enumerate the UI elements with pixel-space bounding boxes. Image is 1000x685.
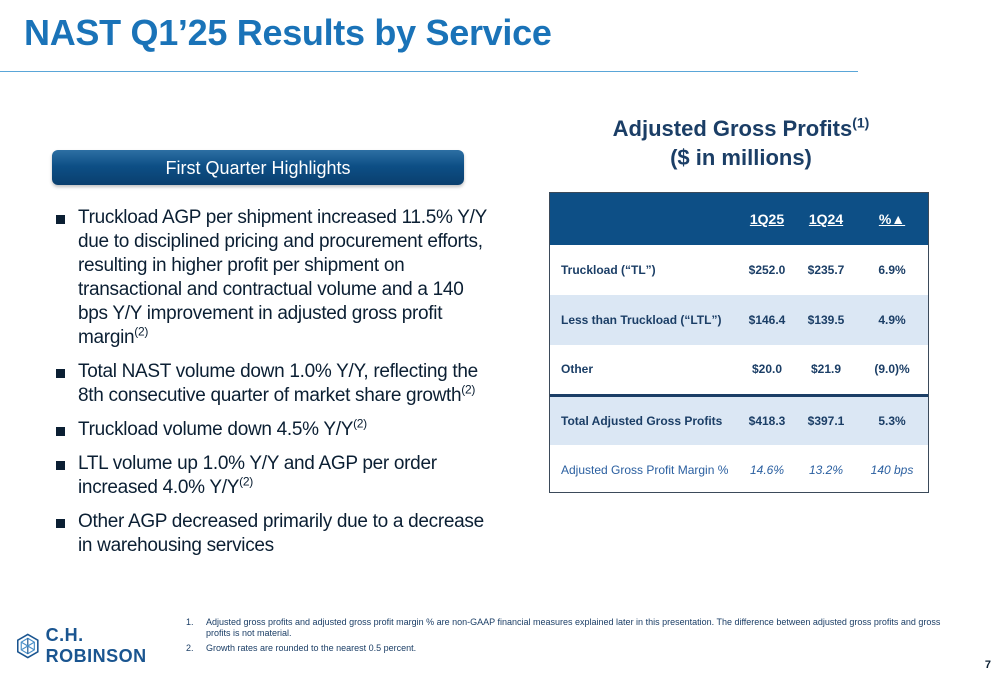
margin-row: Adjusted Gross Profit Margin % 14.6% 13.… [550, 445, 928, 495]
footnote-ref: (2) [239, 474, 253, 489]
table-row: Other $20.0 $21.9 (9.0)% [550, 345, 928, 395]
highlights-list: Truckload AGP per shipment increased 11.… [56, 206, 496, 568]
row-label: Less than Truckload (“LTL”) [561, 313, 722, 327]
square-bullet-icon [56, 461, 65, 470]
highlight-item: Total NAST volume down 1.0% Y/Y, reflect… [56, 360, 496, 408]
footnotes: 1. Adjusted gross profits and adjusted gr… [186, 617, 946, 658]
cell-1q24: 13.2% [808, 463, 844, 477]
table-row: Less than Truckload (“LTL”) $146.4 $139.… [550, 295, 928, 345]
footnote-ref: (1) [852, 114, 870, 131]
page-number: 7 [984, 659, 991, 671]
agp-table-container: 1Q25 1Q24 %▲ Truckload (“TL”) $252.0 $23… [549, 192, 929, 493]
column-header: 1Q25 [749, 211, 785, 227]
cell-1q24: $235.7 [807, 263, 845, 277]
total-row: Total Adjusted Gross Profits $418.3 $397… [550, 395, 928, 445]
cell-change: 140 bps [870, 463, 914, 477]
company-logo: C.H. ROBINSON [17, 625, 157, 666]
footnote-ref: (2) [353, 416, 367, 431]
footnote-ref: (2) [134, 324, 149, 339]
footnote-number: 2. [186, 643, 194, 653]
row-label: Total Adjusted Gross Profits [561, 413, 723, 428]
cell-change: 4.9% [878, 313, 906, 327]
slide-title: NAST Q1’25 Results by Service [24, 12, 552, 53]
cell-1q25: $20.0 [751, 362, 783, 377]
title-divider [0, 71, 858, 72]
cell-1q24: $397.1 [807, 413, 845, 428]
column-header: %▲ [878, 211, 906, 227]
chrobinson-hexagon-icon [17, 633, 39, 659]
square-bullet-icon [56, 215, 65, 224]
column-header: 1Q24 [808, 211, 844, 227]
row-label: Adjusted Gross Profit Margin % [561, 463, 729, 477]
table-header-row: 1Q25 1Q24 %▲ [550, 193, 928, 245]
highlight-text: Other AGP decreased primarily due to a d… [78, 511, 484, 556]
highlight-text: Total NAST volume down 1.0% Y/Y, reflect… [78, 361, 478, 406]
highlight-text: Truckload volume down 4.5% Y/Y [78, 419, 354, 440]
highlight-text: LTL volume up 1.0% Y/Y and AGP per order… [78, 453, 437, 498]
table-title-text: Adjusted Gross Profits [612, 116, 853, 141]
cell-change: 6.9% [878, 263, 906, 277]
square-bullet-icon [56, 519, 65, 528]
agp-table: 1Q25 1Q24 %▲ Truckload (“TL”) $252.0 $23… [550, 193, 928, 495]
highlight-text: Truckload AGP per shipment increased 11.… [78, 207, 487, 348]
table-row: Truckload (“TL”) $252.0 $235.7 6.9% [550, 245, 928, 295]
footnote-number: 1. [186, 617, 194, 627]
square-bullet-icon [56, 427, 65, 436]
cell-1q25: 14.6% [749, 463, 785, 477]
highlight-item: Other AGP decreased primarily due to a d… [56, 510, 496, 558]
footnote-ref: (2) [461, 382, 476, 397]
cell-1q24: $21.9 [810, 362, 842, 377]
column-header [550, 193, 738, 245]
footnote-text: Adjusted gross profits and adjusted gros… [206, 617, 941, 638]
highlight-item: Truckload AGP per shipment increased 11.… [56, 206, 496, 350]
footnote-text: Growth rates are rounded to the nearest … [206, 643, 417, 653]
table-subtitle: ($ in millions) [670, 145, 812, 170]
row-label: Truckload (“TL”) [561, 263, 656, 277]
footnote: 2. Growth rates are rounded to the neares… [186, 643, 946, 654]
footnote: 1. Adjusted gross profits and adjusted gr… [186, 617, 946, 639]
cell-1q25: $252.0 [748, 263, 786, 277]
cell-1q25: $418.3 [748, 413, 786, 428]
cell-1q24: $139.5 [807, 313, 845, 327]
highlight-item: Truckload volume down 4.5% Y/Y(2) [56, 418, 496, 442]
row-label: Other [561, 362, 594, 377]
cell-change: 5.3% [878, 413, 906, 428]
logo-wordmark: C.H. ROBINSON [45, 625, 147, 666]
highlight-item: LTL volume up 1.0% Y/Y and AGP per order… [56, 452, 496, 500]
table-title: Adjusted Gross Profits(1) ($ in millions… [560, 114, 922, 172]
cell-change: (9.0)% [874, 362, 910, 377]
cell-1q25: $146.4 [748, 313, 786, 327]
highlights-banner: First Quarter Highlights [52, 150, 464, 185]
square-bullet-icon [56, 369, 65, 378]
